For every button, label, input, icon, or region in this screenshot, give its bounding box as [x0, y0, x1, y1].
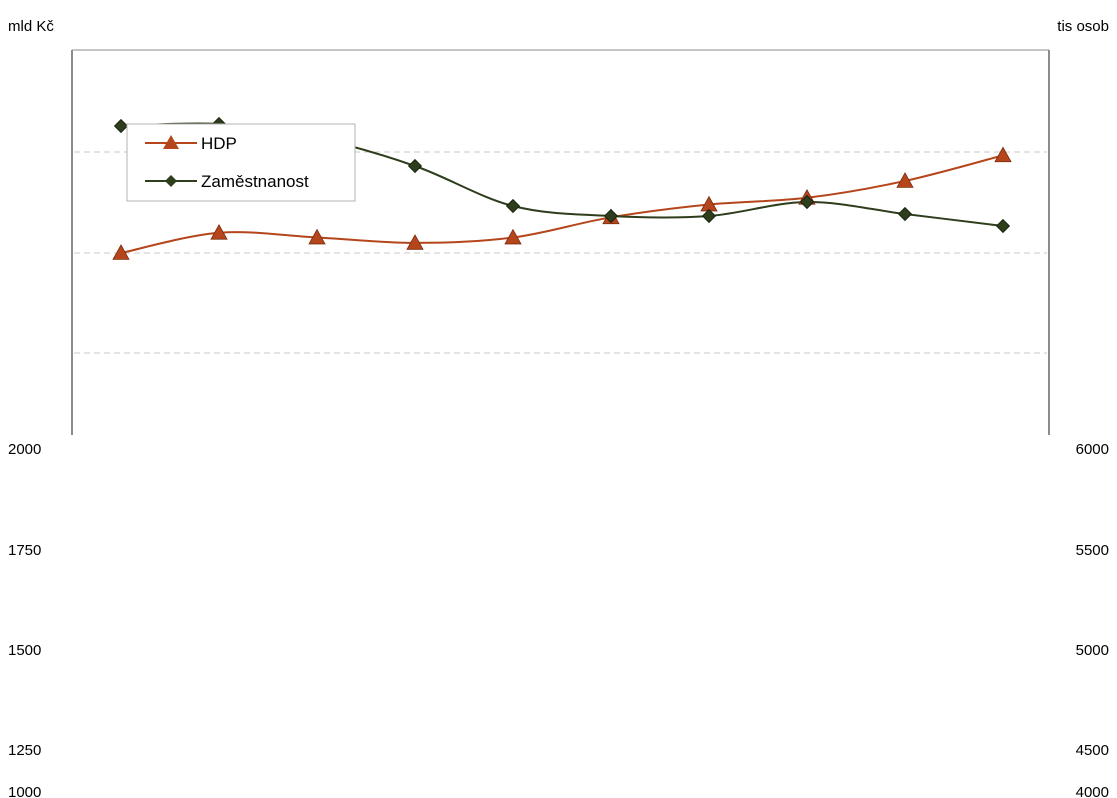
series-markers [112, 116, 1012, 260]
right-tick-label: 6000 [1076, 441, 1109, 458]
hdp-marker [112, 244, 130, 260]
left-tick-label: 1500 [8, 642, 41, 659]
hdp-marker [210, 223, 228, 240]
right-tick-label: 4500 [1076, 742, 1109, 759]
left-tick-label: 1750 [8, 542, 41, 559]
right-tick-label: 4000 [1076, 784, 1109, 798]
legend-diamond-icon [165, 175, 177, 187]
left-tick-label: 1250 [8, 742, 41, 759]
employment-marker [799, 194, 815, 210]
legend-label-0: HDP [201, 134, 237, 153]
legend-label-1: Zaměstnanost [201, 172, 309, 191]
tick-labels: 2000 1750 1500 1250 1000 6000 5500 5000 4500 4000 [8, 441, 1109, 798]
employment-marker [995, 218, 1011, 234]
employment-marker [603, 208, 619, 224]
legend-box [126, 123, 356, 202]
hdp-marker [406, 234, 424, 250]
right-tick-label: 5500 [1076, 542, 1109, 559]
employment-marker [701, 208, 717, 224]
hdp-marker [994, 146, 1012, 163]
employment-marker [505, 198, 521, 214]
legend-triangle-icon [163, 135, 179, 149]
employment-marker [407, 158, 423, 174]
left-tick-label: 2000 [8, 441, 41, 458]
hdp-marker [308, 228, 326, 245]
left-tick-label: 1000 [8, 784, 41, 798]
hdp-marker [504, 228, 522, 245]
employment-marker [897, 206, 913, 222]
right-axis-unit: tis osob [1057, 18, 1109, 35]
employment-marker [113, 118, 129, 134]
left-axis-unit: mld Kč [8, 18, 54, 35]
right-tick-label: 5000 [1076, 642, 1109, 659]
axes [71, 49, 1050, 435]
hdp-marker [896, 172, 914, 188]
series-line-0 [120, 154, 1004, 254]
legend: HDP Zaměstnanost [126, 123, 356, 202]
